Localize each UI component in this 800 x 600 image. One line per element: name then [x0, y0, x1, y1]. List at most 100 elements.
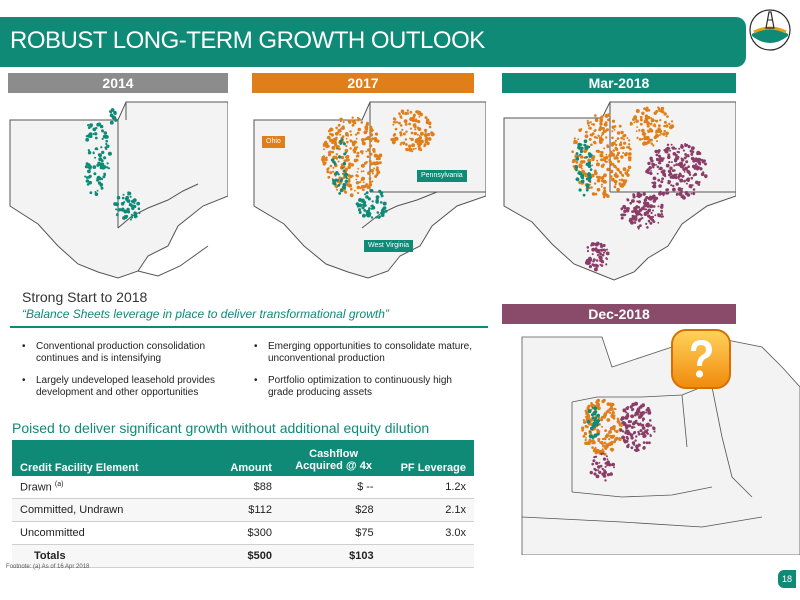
well-marker — [595, 259, 599, 262]
well-marker — [672, 152, 677, 156]
well-marker — [674, 147, 677, 150]
bullet-icon: • — [254, 375, 258, 386]
well-marker — [101, 166, 105, 170]
well-marker — [350, 174, 354, 178]
well-marker — [342, 172, 344, 175]
well-marker — [658, 110, 661, 112]
well-marker — [325, 144, 329, 149]
well-marker — [593, 406, 598, 410]
well-marker — [657, 205, 660, 208]
well-marker — [130, 216, 133, 219]
well-marker — [414, 147, 417, 150]
well-marker — [115, 208, 118, 211]
well-marker — [675, 163, 678, 166]
well-marker — [347, 178, 351, 181]
well-marker — [417, 120, 421, 124]
well-marker — [104, 174, 106, 177]
well-marker — [601, 437, 605, 441]
well-marker — [594, 118, 599, 122]
well-marker — [650, 117, 653, 119]
well-marker — [680, 190, 683, 194]
well-marker — [89, 191, 93, 195]
well-marker — [676, 150, 679, 154]
well-marker — [376, 166, 379, 169]
well-marker — [588, 438, 592, 442]
well-marker — [626, 444, 630, 449]
well-marker — [418, 135, 421, 137]
well-marker — [579, 160, 584, 164]
well-marker — [357, 155, 360, 158]
well-marker — [654, 214, 657, 217]
well-marker — [424, 137, 428, 141]
well-marker — [636, 407, 640, 411]
cell-amount: $300 — [196, 521, 280, 545]
well-marker — [692, 192, 696, 196]
well-marker — [610, 163, 613, 166]
well-marker — [323, 148, 325, 151]
well-marker — [391, 138, 395, 142]
well-marker — [608, 411, 612, 414]
well-marker — [575, 141, 578, 144]
well-marker — [643, 198, 648, 202]
cell-amount: $112 — [196, 498, 280, 522]
well-marker — [629, 433, 634, 437]
well-marker — [622, 174, 625, 177]
well-marker — [357, 181, 360, 184]
well-marker — [571, 150, 574, 153]
well-marker — [589, 430, 592, 433]
well-marker — [598, 128, 602, 132]
well-marker — [614, 139, 617, 142]
well-marker — [599, 153, 604, 158]
well-marker — [634, 439, 637, 442]
well-marker — [657, 221, 660, 224]
well-marker — [87, 134, 91, 138]
well-marker — [342, 142, 346, 146]
well-marker — [126, 199, 131, 203]
well-marker — [585, 156, 588, 159]
well-marker — [344, 190, 348, 194]
well-marker — [626, 169, 630, 172]
well-marker — [596, 159, 599, 162]
map-dec-2018 — [502, 327, 800, 555]
well-marker — [622, 151, 625, 154]
well-marker — [612, 149, 615, 152]
well-marker — [649, 158, 652, 161]
well-marker — [670, 161, 673, 164]
well-marker — [360, 163, 365, 168]
well-marker — [645, 210, 650, 215]
well-marker — [382, 201, 387, 206]
well-marker — [418, 147, 422, 151]
well-marker — [627, 145, 631, 149]
well-marker — [368, 182, 373, 187]
well-marker — [687, 145, 691, 149]
well-marker — [641, 411, 645, 415]
well-marker — [646, 121, 650, 126]
well-marker — [633, 420, 636, 423]
well-marker — [403, 119, 408, 124]
well-marker — [607, 118, 610, 122]
well-marker — [626, 437, 629, 440]
well-marker — [614, 166, 618, 169]
well-marker — [366, 121, 369, 125]
well-marker — [113, 202, 117, 206]
state-label-pennsylvania: Pennsylvania — [417, 170, 467, 182]
well-marker — [659, 119, 662, 122]
well-marker — [96, 177, 99, 180]
well-marker — [646, 124, 650, 128]
well-marker — [342, 185, 347, 190]
well-marker — [618, 178, 621, 181]
well-marker — [657, 178, 661, 182]
well-marker — [635, 130, 638, 133]
well-marker — [375, 195, 380, 200]
well-marker — [583, 420, 587, 424]
map-header-2014: 2014 — [8, 73, 228, 93]
well-marker — [331, 140, 335, 144]
well-marker — [630, 414, 634, 419]
well-marker — [612, 416, 616, 420]
well-marker — [628, 139, 631, 142]
well-marker — [378, 153, 383, 158]
well-marker — [654, 119, 657, 122]
well-marker — [588, 179, 592, 183]
well-marker — [654, 125, 657, 128]
well-marker — [372, 150, 376, 153]
